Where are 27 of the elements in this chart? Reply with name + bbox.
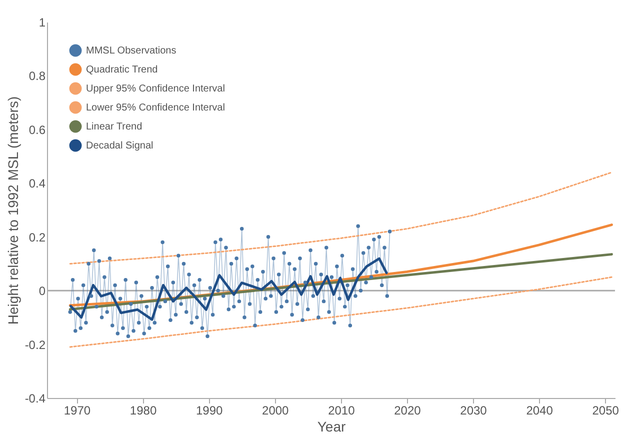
x-tick-label: 1990 [196,404,223,418]
x-tick-label: 2010 [328,404,356,418]
y-axis-title: Height relative to 1992 MSL (meters) [4,96,21,325]
legend-label: Linear Trend [86,122,142,132]
x-tick-label: 1970 [64,404,91,418]
line-series [69,172,612,264]
y-tick-label: 0.6 [28,122,46,137]
y-tick-label: 0.4 [28,176,46,191]
y-tick-label: -0.2 [24,338,46,352]
x-tick-label: 1980 [130,404,157,418]
x-axis-title: Year [317,418,346,434]
legend-label: Decadal Signal [86,140,154,152]
x-tick-label: 2030 [460,404,488,418]
legend-label: Quadratic Trend [86,64,158,76]
x-tick-label: 2050 [592,404,620,418]
y-tick-label: 0.8 [28,69,46,84]
legend-label: Upper 95% Confidence Interval [86,84,225,94]
y-tick-label: 1 [38,16,46,30]
x-tick-label: 2020 [394,404,422,418]
legend-label: Lower 95% Confidence Interval [86,102,225,114]
line-series [69,276,612,348]
x-tick-label: 2040 [526,404,554,418]
y-tick-label: 0 [38,284,46,298]
y-tick-label: -0.4 [24,392,46,406]
legend-label: MMSL Observations [86,46,176,56]
y-tick-label: 0.2 [28,230,46,244]
x-tick-label: 2000 [262,404,290,418]
